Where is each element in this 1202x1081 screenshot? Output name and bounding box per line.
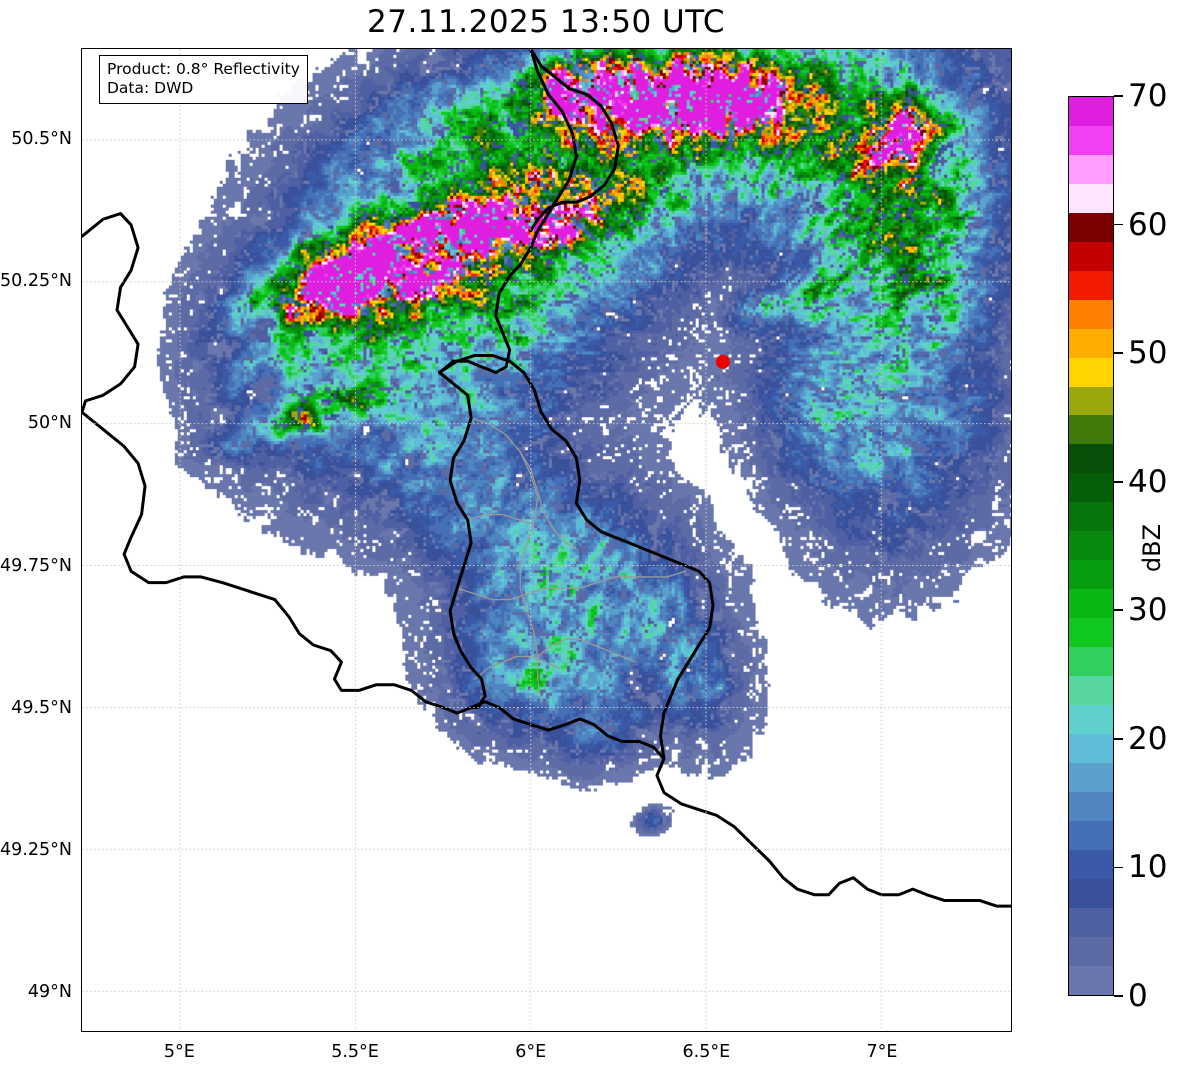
region-boundary <box>456 570 686 601</box>
colorbar-tick-label: 10 <box>1128 849 1168 886</box>
xtick-label: 7°E <box>866 1042 898 1062</box>
colorbar-band <box>1069 560 1113 590</box>
colorbar-band <box>1069 849 1113 879</box>
colorbar-band <box>1069 473 1113 503</box>
ytick-label: 49°N <box>27 982 72 1003</box>
colorbar-band <box>1069 820 1113 850</box>
colorbar-band <box>1069 299 1113 329</box>
region-boundary <box>474 655 560 680</box>
radar-site-marker[interactable] <box>715 354 730 369</box>
colorbar-tick-label: 40 <box>1128 463 1168 500</box>
ytick-label: 49.25°N <box>0 839 72 860</box>
colorbar-band <box>1069 125 1113 155</box>
colorbar-band <box>1069 878 1113 908</box>
gridlines-layer <box>82 49 1011 1031</box>
ytick-label: 49.75°N <box>0 555 72 576</box>
colorbar-band <box>1069 936 1113 966</box>
ytick-label: 50°N <box>27 413 72 434</box>
colorbar-band <box>1069 647 1113 677</box>
colorbar-tick <box>1114 738 1123 740</box>
colorbar-band <box>1069 415 1113 445</box>
colorbar-tick <box>1114 95 1123 97</box>
colorbar-band <box>1069 502 1113 532</box>
colorbar-band <box>1069 531 1113 561</box>
colorbar-band <box>1069 618 1113 648</box>
region-boundary <box>470 417 577 550</box>
colorbar-tick <box>1114 995 1123 997</box>
colorbar-band <box>1069 241 1113 271</box>
page-title: 27.11.2025 13:50 UTC <box>367 4 725 40</box>
colorbar-band <box>1069 154 1113 184</box>
colorbar-band <box>1069 386 1113 416</box>
colorbar-tick-label: 20 <box>1128 720 1168 757</box>
colorbar-band <box>1069 676 1113 706</box>
colorbar-tick-label: 30 <box>1128 592 1168 629</box>
country-border <box>438 353 715 761</box>
colorbar-band <box>1069 733 1113 763</box>
colorbar-band <box>1069 965 1113 995</box>
region-boundary <box>519 451 542 703</box>
colorbar-band <box>1069 589 1113 619</box>
colorbar[interactable]: 70 60 50 40 30 20 10 0 <box>1068 78 1167 1014</box>
colorbar-gradient <box>1068 96 1114 996</box>
colorbar-band <box>1069 183 1113 213</box>
colorbar-tick-label: 60 <box>1128 206 1168 243</box>
product-info-box: Product: 0.8° Reflectivity Data: DWD <box>99 55 308 104</box>
data-source-line: Data: DWD <box>107 78 194 97</box>
ytick-label: 50.5°N <box>11 129 72 149</box>
colorbar-band <box>1069 212 1113 242</box>
colorbar-band <box>1069 762 1113 792</box>
radar-plot-area[interactable] <box>81 48 1012 1032</box>
colorbar-tick-label: 50 <box>1128 335 1168 372</box>
ytick-label: 49.5°N <box>11 697 72 718</box>
xtick-label: 5.5°E <box>331 1042 379 1062</box>
region-boundary <box>467 513 535 527</box>
colorbar-axis-label: dBZ <box>1138 523 1166 573</box>
xtick-label: 6°E <box>515 1042 547 1062</box>
colorbar-band <box>1069 791 1113 821</box>
colorbar-tick <box>1114 609 1123 612</box>
country-border <box>529 49 620 233</box>
colorbar-tick <box>1114 480 1123 483</box>
colorbar-tick-label: 0 <box>1128 978 1148 1014</box>
colorbar-band <box>1069 357 1113 387</box>
ytick-label: 50.25°N <box>0 271 72 292</box>
radar-reflectivity-canvas <box>82 49 1011 1031</box>
colorbar-tick <box>1114 223 1123 226</box>
country-border <box>438 371 487 709</box>
country-border <box>438 49 578 375</box>
map-boundaries-layer <box>82 49 1011 908</box>
xtick-label: 6.5°E <box>682 1042 731 1062</box>
xtick-label: 5°E <box>163 1042 195 1062</box>
colorbar-band <box>1069 97 1113 126</box>
colorbar-band <box>1069 328 1113 358</box>
colorbar-band <box>1069 907 1113 937</box>
colorbar-tick-label: 70 <box>1128 78 1168 114</box>
colorbar-band <box>1069 444 1113 474</box>
region-boundary <box>537 638 637 663</box>
colorbar-band <box>1069 705 1113 734</box>
country-border <box>82 212 1011 908</box>
colorbar-tick <box>1114 352 1123 354</box>
colorbar-band <box>1069 270 1113 300</box>
product-line: Product: 0.8° Reflectivity <box>107 60 300 78</box>
colorbar-tick <box>1114 866 1123 869</box>
